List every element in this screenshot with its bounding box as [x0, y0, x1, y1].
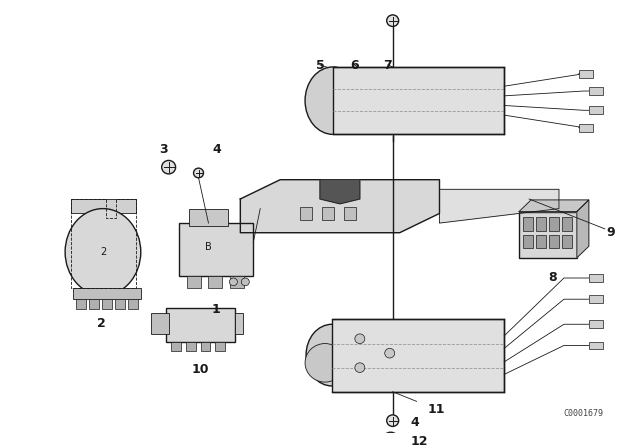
Polygon shape: [320, 180, 360, 204]
Bar: [589, 342, 603, 349]
Ellipse shape: [305, 344, 345, 382]
Ellipse shape: [65, 209, 141, 295]
Text: 9: 9: [607, 226, 616, 239]
Text: 6: 6: [351, 59, 359, 72]
Circle shape: [193, 168, 204, 178]
Polygon shape: [577, 200, 589, 258]
Text: 4: 4: [411, 416, 419, 429]
Bar: [589, 295, 603, 303]
Bar: [523, 235, 533, 248]
Bar: [189, 209, 228, 226]
Ellipse shape: [306, 324, 358, 386]
Bar: [579, 124, 593, 132]
Bar: [200, 342, 211, 351]
Circle shape: [385, 349, 395, 358]
Bar: [344, 207, 356, 220]
Bar: [89, 299, 99, 309]
Bar: [562, 217, 572, 231]
Bar: [71, 199, 136, 213]
Bar: [519, 211, 577, 258]
Circle shape: [355, 334, 365, 344]
Bar: [73, 288, 141, 299]
Text: 2: 2: [97, 317, 106, 330]
Bar: [536, 235, 546, 248]
Polygon shape: [440, 190, 559, 223]
Circle shape: [162, 160, 175, 174]
Text: 5: 5: [316, 59, 324, 72]
Circle shape: [229, 278, 237, 286]
Bar: [589, 87, 603, 95]
Bar: [536, 217, 546, 231]
Bar: [76, 299, 86, 309]
Text: 1: 1: [211, 303, 220, 316]
Bar: [322, 207, 334, 220]
Bar: [216, 342, 225, 351]
Bar: [102, 299, 112, 309]
Bar: [186, 342, 196, 351]
Text: 7: 7: [383, 59, 392, 72]
Bar: [300, 207, 312, 220]
Text: 11: 11: [428, 403, 445, 416]
Text: 2: 2: [100, 247, 106, 257]
Bar: [523, 217, 533, 231]
Bar: [579, 70, 593, 78]
Bar: [166, 308, 236, 342]
Bar: [236, 313, 243, 334]
Bar: [179, 223, 253, 276]
Bar: [589, 274, 603, 282]
Bar: [549, 235, 559, 248]
Text: C0001679: C0001679: [564, 409, 604, 418]
Bar: [333, 67, 504, 134]
Bar: [187, 276, 200, 288]
Bar: [589, 107, 603, 114]
Circle shape: [355, 363, 365, 372]
Bar: [562, 235, 572, 248]
Text: 8: 8: [548, 271, 557, 284]
Bar: [115, 299, 125, 309]
Polygon shape: [241, 180, 440, 233]
Ellipse shape: [305, 67, 361, 134]
Bar: [171, 342, 180, 351]
Circle shape: [383, 432, 399, 448]
Bar: [151, 313, 169, 334]
Bar: [549, 217, 559, 231]
Bar: [589, 320, 603, 328]
Text: 12: 12: [411, 435, 428, 448]
Circle shape: [387, 415, 399, 426]
Bar: [209, 276, 223, 288]
Bar: [332, 319, 504, 392]
Text: 10: 10: [192, 363, 209, 376]
Text: 3: 3: [159, 142, 168, 155]
Polygon shape: [519, 200, 589, 211]
Text: B: B: [205, 242, 212, 252]
Text: 4: 4: [212, 142, 221, 155]
Circle shape: [387, 15, 399, 26]
Bar: [128, 299, 138, 309]
Circle shape: [241, 278, 250, 286]
Bar: [230, 276, 244, 288]
